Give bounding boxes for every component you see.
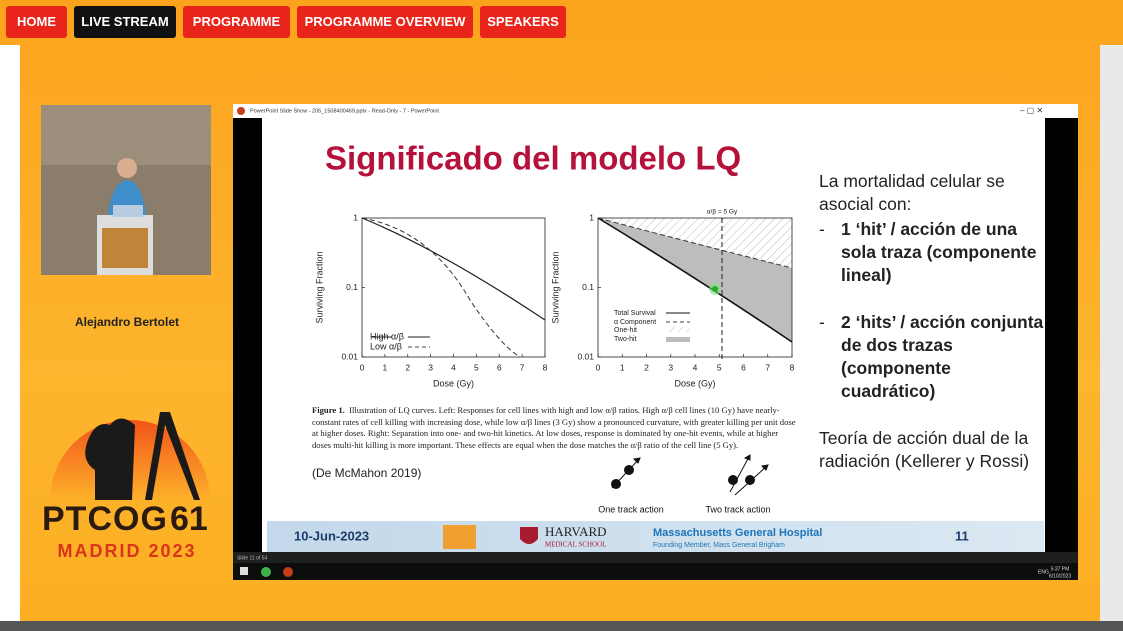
- harvard-sub: MEDICAL SCHOOL: [545, 541, 606, 549]
- harvard: HARVARD: [545, 524, 607, 539]
- annotation: α/β = 5 Gy: [707, 209, 738, 216]
- nav-programme-overview[interactable]: PROGRAMME OVERVIEW: [297, 6, 473, 38]
- event-location: MADRID 2023: [57, 541, 196, 561]
- figure-caption: Figure 1. Illustration of LQ curves. Lef…: [312, 405, 797, 451]
- y-tick-label: 0.01: [577, 351, 594, 361]
- event-logo: [50, 412, 210, 500]
- bullet: -2 ‘hits’ / acción conjunta de dos traza…: [819, 312, 1044, 401]
- x-tick-label: 8: [790, 362, 795, 372]
- legend-label: High α/β: [370, 331, 404, 341]
- harvard-shield: [520, 527, 538, 544]
- chart-right: [597, 217, 793, 360]
- hospital: Massachusetts General Hospital: [653, 527, 822, 539]
- y-axis-title: Surviving Fraction: [314, 251, 324, 323]
- bullet-text: 1 ‘hit’ / acción de una sola traza (comp…: [841, 219, 1037, 285]
- y-tick-label: 0.1: [346, 282, 358, 292]
- legend-label: Low α/β: [370, 341, 402, 351]
- x-tick-label: 7: [520, 362, 525, 372]
- conclusion: Teoría de acción dual de la radiación (K…: [819, 428, 1030, 471]
- x-tick-label: 5: [474, 362, 479, 372]
- legend-label: Two-hit: [614, 336, 637, 343]
- event-name: PTCOG: [42, 500, 168, 538]
- x-tick-label: 3: [428, 362, 433, 372]
- slide-text: La mortalidad celular se asocial con: -1…: [819, 170, 1044, 473]
- event-number: 61: [170, 500, 208, 538]
- citation: (De McMahon 2019): [312, 466, 421, 480]
- status: Slide 11 of 54: [237, 555, 267, 561]
- caption-text: Illustration of LQ curves. Left: Respons…: [312, 405, 796, 450]
- taskbar-app: [261, 567, 271, 577]
- y-axis-title: Surviving Fraction: [550, 251, 560, 323]
- status-bar: [233, 552, 1078, 563]
- nav-programme[interactable]: PROGRAMME: [183, 6, 290, 38]
- y-tick-label: 1: [353, 212, 358, 222]
- x-tick-label: 8: [543, 362, 548, 372]
- x-tick-label: 1: [383, 362, 388, 372]
- x-tick-label: 2: [405, 362, 410, 372]
- legend-label: One-hit: [614, 327, 637, 334]
- slide-number: 11: [955, 528, 969, 543]
- x-axis-title: Dose (Gy): [433, 378, 474, 388]
- slide-title: Significado del modelo LQ: [325, 140, 741, 177]
- x-tick-label: 0: [360, 362, 365, 372]
- x-tick-label: 5: [717, 362, 722, 372]
- intro: La mortalidad celular se asocial con:: [819, 171, 1005, 214]
- footer-date: 10-Jun-2023: [294, 528, 369, 543]
- app-icon: [237, 107, 245, 115]
- keyboard-language: ENG: [1038, 569, 1049, 575]
- x-tick-label: 4: [693, 362, 698, 372]
- x-tick-label: 3: [668, 362, 673, 372]
- slide-footer: [267, 521, 1044, 552]
- x-tick-label: 2: [644, 362, 649, 372]
- footer-logo: [443, 525, 476, 549]
- window-controls: – ▢ ✕: [1020, 106, 1043, 115]
- diagram-label: One track action: [598, 504, 664, 514]
- clock-time: 5:37 PM: [1051, 566, 1070, 572]
- speaker-video: [41, 105, 211, 275]
- window-titlebar: [233, 104, 1078, 118]
- legend-label: α Component: [614, 319, 656, 326]
- y-tick-label: 1: [589, 212, 594, 222]
- x-tick-label: 6: [497, 362, 502, 372]
- bullet: -1 ‘hit’ / acción de una sola traza (com…: [819, 218, 1044, 287]
- x-tick-label: 7: [765, 362, 770, 372]
- caption-label: Figure 1.: [312, 405, 345, 415]
- x-tick-label: 1: [620, 362, 625, 372]
- bullet-text: 2 ‘hits’ / acción conjunta de dos trazas…: [841, 312, 1044, 401]
- nav-home[interactable]: HOME: [6, 6, 67, 38]
- legend-label: Total Survival: [614, 310, 656, 317]
- nav-speakers[interactable]: SPEAKERS: [480, 6, 566, 38]
- clock-date: 6/10/2023: [1049, 573, 1071, 579]
- y-tick-label: 0.01: [341, 351, 358, 361]
- left-strip: [0, 45, 20, 631]
- x-tick-label: 4: [451, 362, 456, 372]
- start-button: [240, 567, 248, 575]
- taskbar: [233, 563, 1078, 580]
- right-strip: [1100, 45, 1123, 631]
- x-tick-label: 6: [741, 362, 746, 372]
- hospital-sub: Founding Member, Mass General Brigham: [653, 542, 785, 549]
- x-axis-title: Dose (Gy): [674, 378, 715, 388]
- track-diagrams: [611, 454, 769, 496]
- nav-live-stream[interactable]: LIVE STREAM: [74, 6, 176, 38]
- y-tick-label: 0.1: [582, 282, 594, 292]
- speaker-name: Alejandro Bertolet: [75, 315, 179, 329]
- taskbar-app: [283, 567, 293, 577]
- bottom-bar: [0, 621, 1123, 631]
- x-tick-label: 0: [596, 362, 601, 372]
- diagram-label: Two track action: [705, 504, 770, 514]
- window-title: PowerPoint Slide Show - 205_1508400469.p…: [250, 108, 439, 114]
